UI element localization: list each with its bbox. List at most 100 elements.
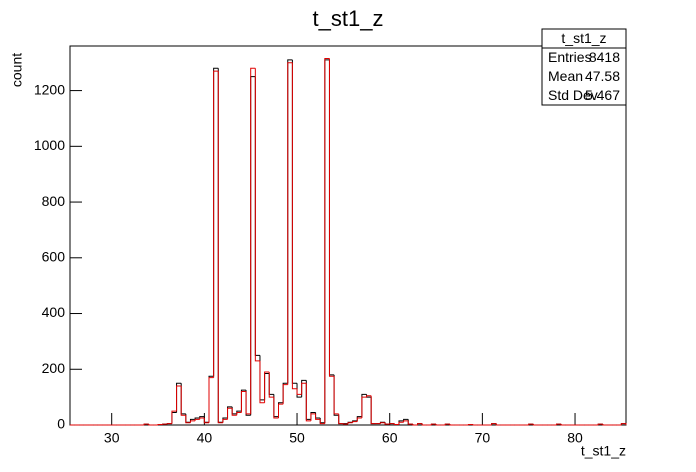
- histogram-bin: [148, 424, 154, 426]
- histogram-bin: [268, 372, 274, 398]
- histogram-bin: [495, 423, 501, 426]
- x-axis-label: t_st1_z: [581, 443, 626, 459]
- histogram-bin: [203, 418, 209, 424]
- histogram-bin: [180, 385, 186, 416]
- histogram-bin: [328, 58, 335, 377]
- x-tick-label: 30: [104, 430, 120, 446]
- histogram-bin: [236, 411, 242, 416]
- stats-value: 5.467: [585, 87, 620, 103]
- histogram-bin: [342, 423, 348, 425]
- y-tick-label: 800: [42, 193, 66, 209]
- histogram-bin: [287, 62, 293, 385]
- histogram-bin: [227, 407, 233, 420]
- histogram-bin: [417, 423, 423, 425]
- histogram-bin: [356, 417, 362, 422]
- histogram-bin: [305, 383, 311, 422]
- histogram-bin: [282, 384, 288, 405]
- histogram-bin: [347, 422, 353, 425]
- histogram-bin: [254, 68, 260, 362]
- histogram-bin: [240, 391, 247, 413]
- histogram-bin: [370, 395, 376, 425]
- histogram-bin: [264, 371, 270, 403]
- histogram-bin: [384, 422, 390, 425]
- histogram-bin: [194, 418, 200, 421]
- histogram-bin: [393, 423, 399, 425]
- histogram-bin: [389, 423, 395, 425]
- histogram-bin: [379, 422, 386, 424]
- x-tick-label: 50: [289, 430, 305, 446]
- histogram-bin: [171, 410, 177, 424]
- histogram-bin: [333, 376, 339, 415]
- histogram-bin: [250, 67, 256, 414]
- stats-box: [541, 28, 627, 106]
- histogram-bin: [143, 423, 149, 425]
- histogram-bin: [467, 423, 474, 425]
- histogram-bin: [231, 408, 237, 416]
- histogram-bin: [366, 395, 372, 398]
- histogram-bin: [430, 423, 437, 425]
- histogram-bin: [185, 415, 191, 424]
- histogram-bin: [444, 423, 450, 425]
- y-tick-label: 400: [42, 304, 66, 320]
- histogram-bin: [296, 388, 302, 395]
- histogram-bin: [301, 382, 307, 395]
- histogram-bin: [449, 424, 455, 426]
- histogram-bin: [310, 413, 316, 421]
- y-tick-label: 1200: [34, 81, 65, 97]
- stats-label: Entries: [548, 49, 592, 65]
- x-tick-label: 40: [197, 430, 213, 446]
- histogram-bin: [403, 420, 409, 423]
- histogram-bin: [338, 413, 344, 425]
- histogram-bin: [176, 385, 182, 412]
- histogram-bin: [620, 423, 627, 425]
- y-tick-label: 200: [42, 360, 66, 376]
- histogram-bin: [278, 403, 284, 419]
- histogram-bin: [315, 413, 321, 420]
- histogram-bin: [528, 423, 534, 425]
- histogram-bin: [532, 424, 538, 426]
- histogram-bin: [421, 423, 427, 426]
- histogram-bin: [412, 424, 418, 426]
- histogram-bin: [319, 419, 325, 425]
- stats-title: t_st1_z: [561, 30, 606, 46]
- histogram-bin: [273, 397, 279, 419]
- y-tick-label: 0: [57, 416, 65, 432]
- histogram-bin: [157, 423, 163, 425]
- stats-label: Std Dev: [548, 87, 598, 103]
- histogram-bin: [166, 423, 172, 425]
- x-tick-label: 60: [382, 430, 398, 446]
- stats-value: 47.58: [585, 68, 620, 84]
- histogram-bin: [352, 421, 358, 423]
- histogram-bin: [491, 423, 497, 425]
- histogram-bin: [472, 424, 478, 426]
- chart-title: t_st1_z: [313, 6, 384, 31]
- y-tick-label: 1000: [34, 137, 65, 153]
- y-axis-label: count: [9, 53, 25, 87]
- histogram-bin: [597, 423, 603, 425]
- histogram-bin: [208, 377, 214, 423]
- stats-value: 8418: [589, 49, 620, 65]
- histogram-bin: [199, 417, 205, 420]
- histogram-bin: [324, 58, 330, 424]
- x-tick-label: 70: [475, 430, 491, 446]
- histogram-bin: [259, 360, 265, 404]
- histogram-bin: [435, 424, 441, 426]
- histogram-bin: [189, 420, 196, 423]
- histogram-bin: [361, 396, 367, 419]
- histogram-bin: [222, 418, 228, 423]
- histogram-bin: [296, 383, 302, 398]
- histogram-bin: [407, 420, 413, 425]
- histogram-bin: [398, 421, 404, 425]
- plot-frame: [69, 45, 627, 426]
- histogram-bin: [291, 62, 298, 390]
- x-tick-label: 80: [567, 430, 583, 446]
- y-tick-label: 600: [42, 248, 66, 264]
- histogram-bin: [217, 71, 223, 424]
- histogram-bin: [560, 424, 566, 426]
- stats-label: Mean: [548, 68, 583, 84]
- histogram-bin: [245, 391, 251, 415]
- histogram-bin: [556, 423, 562, 425]
- histogram-bin: [602, 424, 608, 426]
